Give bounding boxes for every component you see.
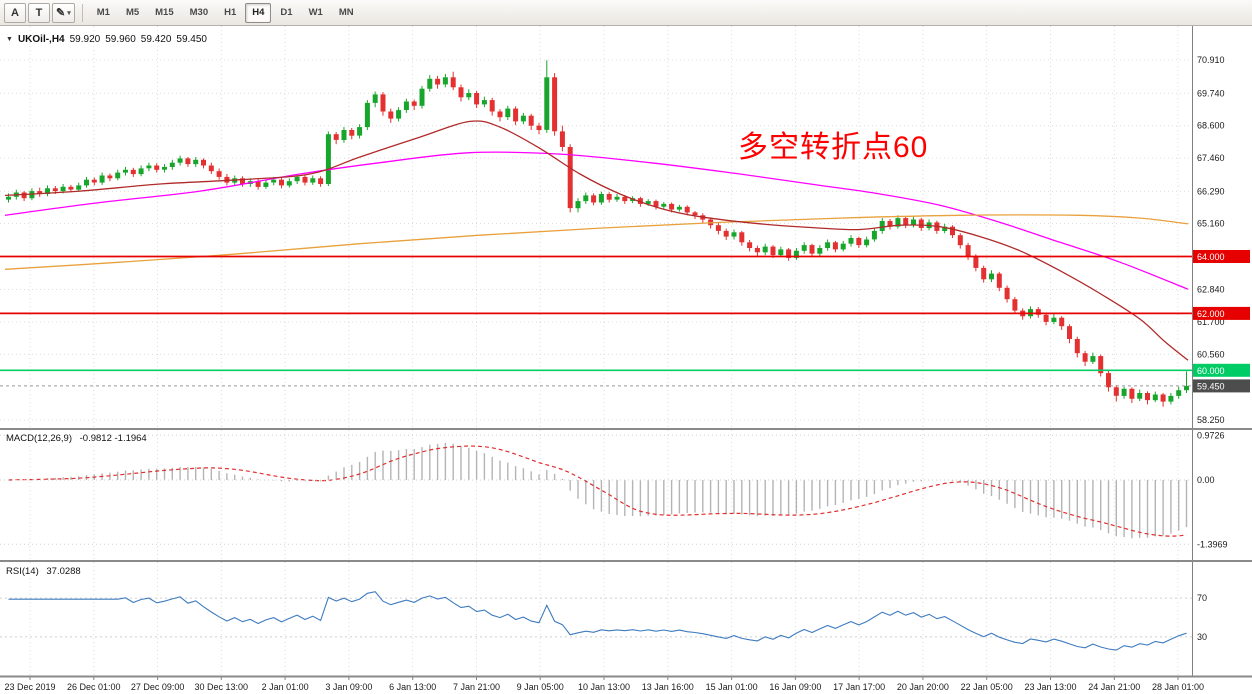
chart-annotation-text[interactable]: 多空转折点60 (738, 131, 929, 164)
time-axis-label: 23 Jan 13:00 (1024, 682, 1076, 692)
macd-signal-line (8, 445, 1187, 537)
svg-text:66.290: 66.290 (1197, 186, 1225, 196)
price-axis: 70.910 69.740 68.600 67.460 66.290 65.160 62.8… (1193, 55, 1250, 425)
time-axis-label: 10 Jan 13:00 (578, 682, 630, 692)
svg-text:65.160: 65.160 (1197, 219, 1225, 229)
svg-text:62.000: 62.000 (1197, 309, 1225, 319)
time-axis-label: 3 Jan 09:00 (325, 682, 372, 692)
chart-window[interactable]: 0.9726 0.00 -1.3969 70 30 70.910 69.740 68.600 6… (0, 26, 1252, 694)
time-axis-label: 7 Jan 21:00 (453, 682, 500, 692)
rsi-indicator-label: RSI(14) 37.0288 (6, 566, 81, 577)
time-axis-label: 20 Jan 20:00 (897, 682, 949, 692)
time-axis-label: 6 Jan 13:00 (389, 682, 436, 692)
toolbar-separator (81, 3, 83, 22)
ohlc-high: 59.960 (105, 34, 136, 45)
svg-text:60.000: 60.000 (1197, 366, 1225, 376)
macd-axis-label: 0.9726 (1197, 430, 1225, 440)
macd-indicator-label: MACD(12,26,9) -0.9812 -1.1964 (6, 433, 147, 444)
svg-text:59.450: 59.450 (1197, 381, 1225, 391)
time-axis-label: 13 Jan 16:00 (642, 682, 694, 692)
time-axis-label: 24 Jan 21:00 (1088, 682, 1140, 692)
time-axis-label: 15 Jan 01:00 (706, 682, 758, 692)
ma-orange (4, 214, 1189, 270)
timeframe-m30-button[interactable]: M30 (189, 7, 209, 18)
time-axis-label: 17 Jan 17:00 (833, 682, 885, 692)
svg-text:64.000: 64.000 (1197, 252, 1225, 262)
rsi-name: RSI(14) (6, 566, 39, 577)
timeframe-d1-button[interactable]: D1 (280, 7, 293, 18)
svg-text:69.740: 69.740 (1197, 88, 1225, 98)
time-axis-label: 26 Dec 01:00 (67, 682, 121, 692)
macd-values: -0.9812 -1.1964 (79, 433, 147, 444)
rsi-axis-label: 70 (1197, 593, 1207, 603)
pencil-icon: ✎ (56, 7, 66, 19)
ohlc-low: 59.420 (140, 34, 172, 45)
svg-text:58.250: 58.250 (1197, 415, 1225, 425)
timeframe-w1-button[interactable]: W1 (308, 7, 323, 18)
chart-symbol-label: UKOil-,H4 (17, 34, 65, 45)
macd-name: MACD(12,26,9) (6, 433, 72, 444)
chart-canvas[interactable]: 0.9726 0.00 -1.3969 70 30 70.910 69.740 68.600 6… (0, 26, 1252, 694)
ohlc-close: 59.450 (176, 34, 207, 45)
macd-axis-label: -1.3969 (1197, 539, 1228, 549)
time-axis: 23 Dec 2019 26 Dec 01:00 27 Dec 09:00 30 De… (4, 677, 1204, 692)
svg-text:67.460: 67.460 (1197, 153, 1225, 163)
rsi-line (8, 591, 1187, 651)
collapse-arrow-icon[interactable]: ▼ (6, 36, 13, 43)
timeframe-m15-button[interactable]: M15 (155, 7, 174, 18)
price-badge-62.000 (1193, 306, 1250, 320)
ma-darkred (4, 120, 1189, 361)
svg-text:60.560: 60.560 (1197, 349, 1225, 359)
timeframe-h1-button[interactable]: H1 (224, 7, 237, 18)
price-badge-59.450 (1193, 379, 1250, 393)
time-axis-label: 22 Jan 05:00 (961, 682, 1013, 692)
draw-tool-dropdown-button[interactable]: ✎ ▾ (52, 2, 75, 23)
candlesticks (6, 60, 1189, 407)
chart-title: ▼ UKOil-,H4 59.920 59.960 59.420 59.450 (6, 34, 207, 45)
time-axis-label: 9 Jan 05:00 (517, 682, 564, 692)
chevron-down-icon: ▾ (67, 9, 71, 17)
time-axis-label: 28 Jan 01:00 (1152, 682, 1204, 692)
time-axis-label: 23 Dec 2019 (4, 682, 55, 692)
price-badge-60.000 (1193, 363, 1250, 377)
ma-magenta (4, 151, 1189, 290)
rsi-value: 37.0288 (46, 566, 81, 577)
svg-text:61.700: 61.700 (1197, 317, 1225, 327)
ohlc-open: 59.920 (69, 34, 101, 45)
text-tool-button[interactable]: T (28, 2, 50, 23)
svg-text:62.840: 62.840 (1197, 285, 1225, 295)
svg-text:68.600: 68.600 (1197, 121, 1225, 131)
toolbar: A T ✎ ▾ M1 M5 M15 M30 H1 H4 D1 W1 MN (0, 0, 1252, 26)
price-badge-64.000 (1193, 250, 1250, 263)
rsi-axis-label: 30 (1197, 632, 1207, 642)
timeframe-m5-button[interactable]: M5 (125, 7, 140, 18)
timeframe-m1-button[interactable]: M1 (96, 7, 110, 18)
time-axis-label: 16 Jan 09:00 (769, 682, 821, 692)
macd-axis-label: 0.00 (1197, 475, 1215, 485)
grid (0, 26, 1192, 676)
timeframe-mn-button[interactable]: MN (338, 7, 354, 18)
macd-histogram (15, 442, 1188, 539)
svg-text:70.910: 70.910 (1197, 55, 1225, 65)
arrow-tool-button[interactable]: A (4, 2, 26, 23)
time-axis-label: 2 Jan 01:00 (262, 682, 309, 692)
timeframe-h4-button[interactable]: H4 (245, 2, 272, 23)
time-axis-label: 30 Dec 13:00 (195, 682, 249, 692)
time-axis-label: 27 Dec 09:00 (131, 682, 185, 692)
